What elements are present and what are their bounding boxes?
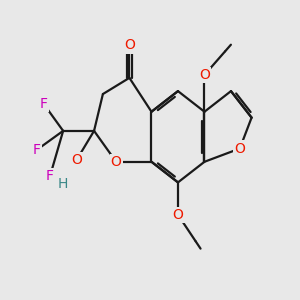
Text: F: F <box>46 169 54 184</box>
Text: F: F <box>33 143 41 157</box>
Text: O: O <box>71 153 82 167</box>
Text: H: H <box>58 177 68 191</box>
Text: O: O <box>234 142 245 155</box>
Text: O: O <box>124 38 135 52</box>
Text: O: O <box>172 208 183 222</box>
Text: F: F <box>40 98 48 111</box>
Text: O: O <box>111 155 122 169</box>
Text: O: O <box>199 68 210 82</box>
